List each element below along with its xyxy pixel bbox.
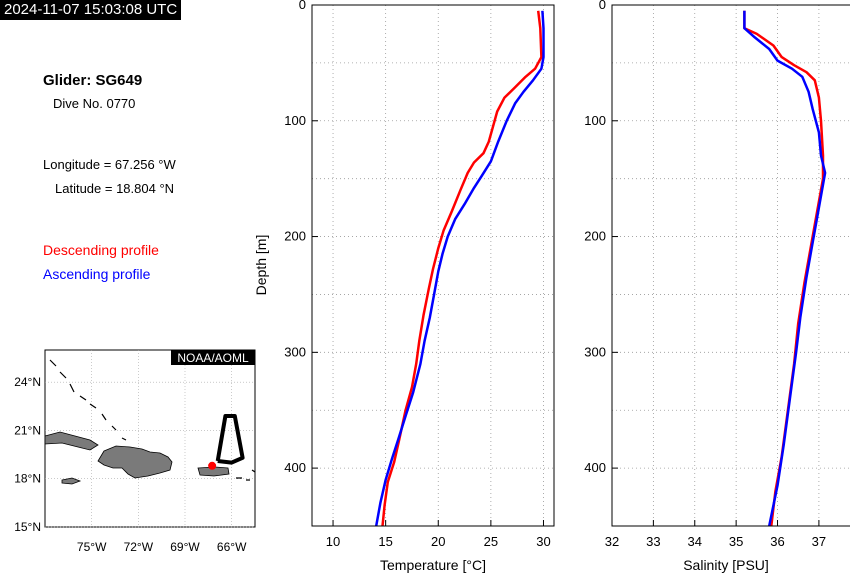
salinity-y-tick-label: 400 (584, 460, 606, 475)
temperature-x-tick-label: 30 (536, 534, 550, 549)
temperature-y-ticks: 0 100 200 300 400 (284, 0, 318, 475)
temperature-x-tick-label: 20 (431, 534, 445, 549)
glider-title: Glider: SG649 (43, 72, 143, 89)
virgin-islands (236, 469, 256, 481)
dive-number: Dive No. 0770 (53, 96, 136, 111)
temperature-x-tick-label: 25 (484, 534, 498, 549)
salinity-x-tick-label: 34 (688, 534, 702, 549)
map-lon-ticks: 75°W 72°W 69°W 66°W (77, 540, 247, 554)
salinity-x-tick-label: 37 (812, 534, 826, 549)
map-lon-tick-label: 72°W (124, 540, 154, 554)
salinity-y-tick-label: 0 (599, 0, 606, 12)
temperature-x-ticks: 10 15 20 25 30 (326, 520, 551, 549)
hispaniola-landmass (97, 445, 173, 479)
legend-descending: Descending profile (43, 242, 159, 258)
map-lat-tick-label: 18°N (14, 472, 41, 486)
salinity-x-label: Salinity [PSU] (683, 557, 769, 573)
map-lat-tick-label: 24°N (14, 375, 41, 389)
salinity-y-tick-label: 200 (584, 229, 606, 244)
temperature-y-tick-label: 0 (299, 0, 306, 12)
map-lat-tick-label: 21°N (14, 423, 41, 437)
map-lat-tick-label: 15°N (14, 520, 41, 534)
salinity-y-tick-label: 100 (584, 113, 606, 128)
timestamp: 2024-11-07 15:03:08 UTC (0, 0, 182, 20)
map-land (44, 359, 256, 485)
temperature-frame (311, 4, 555, 527)
temperature-x-tick-label: 10 (326, 534, 340, 549)
salinity-y-ticks: 0 100 200 300 400 (584, 0, 618, 475)
salinity-x-tick-label: 33 (646, 534, 660, 549)
jamaica-landmass (61, 477, 82, 485)
temperature-x-tick-label: 15 (378, 534, 392, 549)
temperature-panel: 10 15 20 25 30 0 100 200 300 400 Temperature [°C… (253, 0, 555, 573)
bahamas-islands (49, 359, 127, 441)
temperature-y-tick-label: 100 (284, 113, 306, 128)
temperature-series-descending (381, 10, 543, 527)
temperature-y-tick-label: 200 (284, 229, 306, 244)
temperature-y-tick-label: 400 (284, 460, 306, 475)
salinity-x-ticks: 32 33 34 35 36 37 (605, 520, 826, 549)
salinity-x-tick-label: 35 (729, 534, 743, 549)
temperature-y-tick-label: 300 (284, 344, 306, 359)
salinity-x-tick-label: 32 (605, 534, 619, 549)
cuba-landmass (44, 431, 99, 451)
temperature-series-ascending (374, 10, 545, 527)
latitude-readout: Latitude = 18.804 °N (55, 181, 175, 196)
depth-y-label: Depth [m] (253, 235, 269, 296)
legend-ascending: Ascending profile (43, 266, 151, 282)
map-lon-tick-label: 66°W (217, 540, 247, 554)
map-lat-ticks: 24°N 21°N 18°N 15°N (14, 375, 41, 534)
map-lon-tick-label: 69°W (170, 540, 200, 554)
salinity-x-tick-label: 36 (770, 534, 784, 549)
salinity-frame (611, 4, 850, 527)
temperature-series (374, 10, 545, 527)
salinity-series (743, 10, 827, 527)
map-lon-tick-label: 75°W (77, 540, 107, 554)
salinity-series-ascending (743, 10, 827, 527)
temperature-x-label: Temperature [°C] (380, 557, 486, 573)
map-badge: NOAA/AOML (177, 351, 249, 365)
salinity-panel: 32 33 34 35 36 37 0 100 200 300 400 Salinity [PSU… (584, 0, 850, 573)
location-map: NOAA/AOML 75°W 72°W 69°W 66°W 24°N 21°N 18°N 1… (14, 349, 256, 554)
glider-position-marker (208, 461, 217, 470)
longitude-readout: Longitude = 67.256 °W (43, 157, 176, 172)
map-badge-bg (171, 350, 255, 365)
salinity-y-tick-label: 300 (584, 344, 606, 359)
map-grid (45, 350, 255, 528)
glider-track (215, 414, 245, 465)
